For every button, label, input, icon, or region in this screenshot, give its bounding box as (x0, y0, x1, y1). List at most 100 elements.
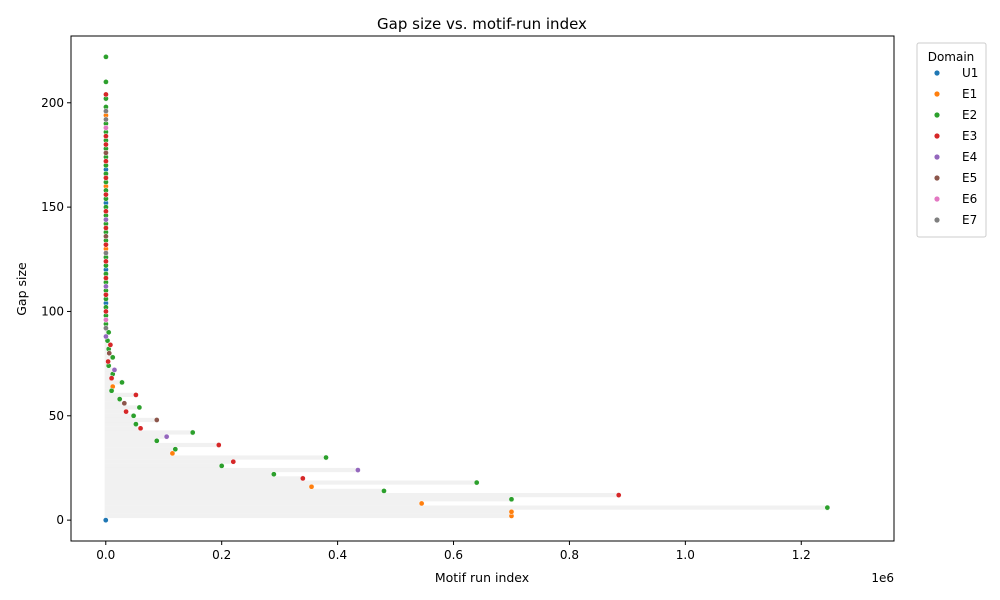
gap-band (104, 430, 193, 435)
y-tick-label: 100 (41, 304, 64, 318)
x-tick-label: 1.2 (792, 548, 811, 562)
data-point-e3 (103, 225, 109, 231)
data-point-e4 (103, 283, 109, 290)
data-point-e3 (103, 141, 109, 148)
data-point-e6 (103, 316, 109, 323)
legend-label-u1: U1 (962, 66, 978, 80)
data-point-e6 (103, 124, 109, 131)
data-point-e3 (108, 375, 115, 382)
data-point-e5 (103, 233, 109, 240)
legend-entries: U1 E1 E2 E3 E4 E5 E6 E7 (934, 66, 978, 227)
data-point-e2 (381, 488, 387, 494)
gap-band (104, 438, 157, 443)
legend-marker-e7 (934, 217, 940, 223)
data-point-e3 (615, 492, 622, 498)
gap-band (104, 355, 113, 360)
data-point-e3 (103, 275, 109, 281)
data-point-e2 (116, 396, 123, 402)
data-point-e2 (136, 404, 143, 411)
gap-band (104, 501, 422, 506)
data-point-e3 (299, 475, 306, 482)
legend-label-e7: E7 (962, 213, 977, 227)
data-points (102, 54, 831, 523)
data-point-e5 (153, 417, 160, 423)
data-point-e3 (103, 91, 109, 98)
gap-bands (104, 330, 828, 519)
x-tick-label: 0.0 (96, 548, 115, 562)
data-point-e7 (103, 325, 109, 331)
legend-label-e4: E4 (962, 150, 977, 164)
gap-band (104, 371, 113, 377)
legend-label-e3: E3 (962, 129, 977, 143)
data-point-e7 (103, 116, 109, 123)
legend-label-e2: E2 (962, 108, 977, 122)
gap-band (104, 476, 303, 481)
data-point-u1 (102, 517, 109, 523)
data-point-e2 (119, 379, 125, 386)
x-tick-label: 1.0 (676, 548, 695, 562)
gap-band (104, 397, 120, 402)
legend-box (916, 42, 987, 238)
data-point-e3 (103, 175, 109, 181)
data-point-e2 (105, 329, 112, 336)
data-point-e2 (153, 437, 160, 444)
x-tick-label: 0.2 (212, 548, 231, 562)
legend-marker-e5 (934, 175, 940, 181)
y-tick-label: 150 (41, 200, 64, 214)
gap-band (104, 426, 141, 431)
gap-band (104, 434, 167, 439)
data-point-e5 (121, 400, 128, 407)
legend-marker-e2 (934, 112, 940, 118)
data-point-e2 (130, 412, 137, 419)
data-point-e3 (105, 358, 111, 365)
gap-band (104, 480, 477, 485)
data-point-e2 (133, 421, 139, 427)
data-point-e2 (218, 463, 225, 469)
data-point-e1 (418, 500, 425, 507)
legend-label-e1: E1 (962, 87, 977, 101)
legend-marker-e1 (934, 91, 940, 97)
data-point-e2 (824, 504, 831, 511)
data-point-e7 (103, 250, 109, 256)
legend-title: Domain (928, 50, 975, 64)
data-point-e3 (215, 442, 222, 448)
gap-band (104, 417, 157, 423)
data-point-e1 (169, 450, 176, 457)
data-point-e4 (103, 333, 109, 340)
gap-band (104, 401, 125, 406)
data-point-e5 (106, 350, 113, 357)
gap-band (104, 455, 327, 460)
data-point-e2 (189, 429, 196, 436)
data-point-e2 (473, 479, 480, 486)
data-point-e3 (103, 158, 109, 165)
data-point-e4 (103, 216, 109, 223)
data-point-e3 (230, 458, 237, 465)
gap-band (104, 380, 123, 385)
data-point-e3 (103, 208, 109, 215)
y-axis-ticks: 0 50 100 150 200 (41, 96, 71, 527)
gap-band (104, 451, 173, 456)
data-point-e3 (103, 258, 109, 265)
data-point-e1 (308, 483, 315, 490)
data-point-e3 (103, 241, 109, 248)
x-axis-offset-label: 1e6 (871, 571, 894, 585)
gap-band (104, 409, 127, 414)
gap-band (104, 422, 136, 427)
gap-band (104, 509, 512, 514)
gap-band (104, 388, 112, 393)
gap-band (104, 367, 115, 372)
legend-marker-e4 (934, 154, 940, 160)
legend-marker-e6 (934, 196, 940, 202)
data-point-e3 (103, 308, 109, 315)
data-point-e3 (103, 291, 109, 298)
gap-band (104, 392, 136, 398)
gap-band (104, 484, 312, 489)
y-tick-label: 50 (49, 409, 64, 423)
plot-frame (70, 35, 895, 542)
x-axis-title: Motif run index (435, 570, 529, 585)
data-point-e3 (107, 341, 114, 348)
legend-marker-u1 (934, 70, 940, 76)
data-point-e1 (508, 508, 515, 515)
gap-band (104, 513, 512, 519)
